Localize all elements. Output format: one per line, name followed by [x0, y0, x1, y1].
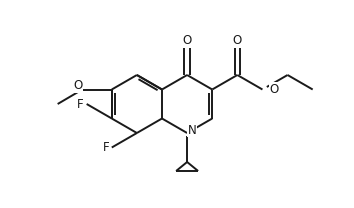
Text: O: O — [183, 34, 192, 47]
Text: F: F — [102, 141, 109, 154]
Text: N: N — [188, 124, 196, 136]
Text: F: F — [77, 98, 84, 110]
Text: O: O — [233, 34, 242, 47]
Text: O: O — [73, 79, 82, 92]
Text: O: O — [269, 83, 279, 96]
